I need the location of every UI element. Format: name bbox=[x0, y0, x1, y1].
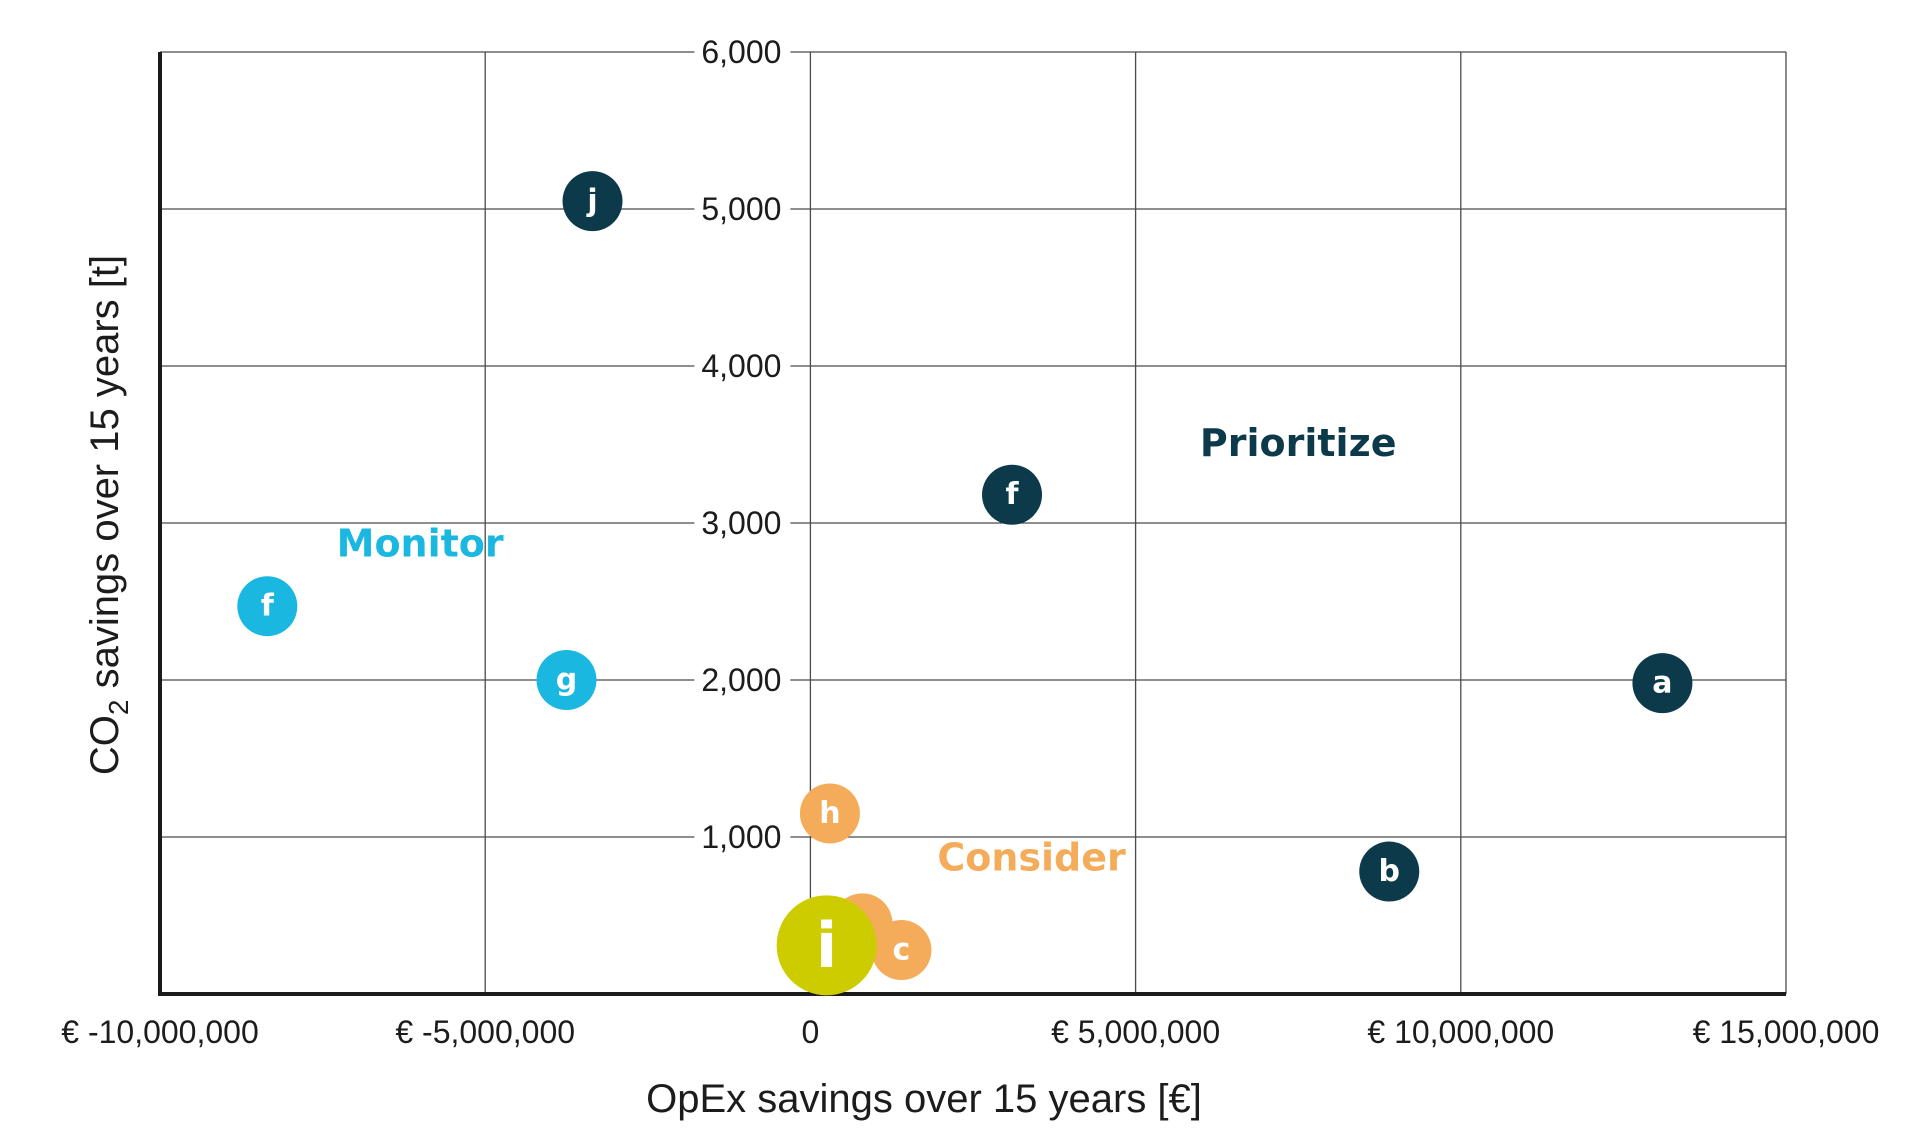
point-marker bbox=[871, 920, 932, 981]
point-label: j bbox=[586, 184, 597, 219]
data-point: f bbox=[237, 576, 298, 637]
region-label-consider: Consider bbox=[937, 835, 1126, 879]
data-point: h bbox=[799, 783, 860, 844]
point-label: h bbox=[819, 796, 840, 831]
point-label: g bbox=[556, 663, 577, 698]
point-marker bbox=[1632, 653, 1693, 714]
point-label: c bbox=[893, 933, 911, 968]
y-tick-label: 6,000 bbox=[701, 34, 781, 70]
point-label: f bbox=[261, 589, 275, 624]
data-point: j bbox=[562, 171, 623, 232]
point-label: b bbox=[1379, 854, 1400, 889]
y-axis-title-main: CO bbox=[83, 715, 127, 775]
point-marker bbox=[562, 171, 623, 232]
data-point: g bbox=[536, 650, 597, 710]
point-marker bbox=[799, 783, 860, 844]
region-labels: Prioritize Monitor Consider bbox=[337, 421, 1397, 879]
y-axis-title: CO2 savings over 15 years [t] bbox=[83, 255, 134, 775]
y-tick-label: 4,000 bbox=[701, 348, 781, 384]
data-points: j f a b f g h c i bbox=[237, 171, 1693, 996]
point-marker bbox=[237, 576, 298, 637]
point-label: f bbox=[1005, 477, 1019, 512]
y-tick-label: 3,000 bbox=[701, 505, 781, 541]
x-tick-label: € 10,000,000 bbox=[1367, 1014, 1554, 1050]
y-axis-ticks: 1,000 2,000 3,000 4,000 5,000 6,000 bbox=[701, 34, 781, 855]
data-point: f bbox=[982, 464, 1043, 525]
x-tick-label: € -10,000,000 bbox=[61, 1014, 259, 1050]
axes bbox=[158, 52, 1786, 996]
x-tick-label: 0 bbox=[802, 1014, 820, 1050]
y-axis-title-rest: savings over 15 years [t] bbox=[83, 255, 127, 700]
point-label: i bbox=[816, 909, 837, 982]
data-point: b bbox=[1359, 841, 1420, 902]
data-point: i bbox=[776, 895, 877, 996]
point-marker bbox=[1359, 841, 1420, 902]
x-tick-label: € -5,000,000 bbox=[395, 1014, 575, 1050]
point-marker bbox=[982, 464, 1043, 525]
region-label-monitor: Monitor bbox=[337, 521, 504, 565]
x-tick-label: € 15,000,000 bbox=[1693, 1014, 1880, 1050]
y-tick-label: 2,000 bbox=[701, 662, 781, 698]
y-tick-label: 5,000 bbox=[701, 191, 781, 227]
data-point: c bbox=[871, 920, 932, 981]
point-marker bbox=[536, 650, 597, 710]
y-axis-title-subscript: 2 bbox=[103, 700, 134, 716]
region-label-prioritize: Prioritize bbox=[1200, 421, 1397, 465]
x-axis-ticks: € -10,000,000 € -5,000,000 0 € 5,000,000 € 1… bbox=[61, 1014, 1879, 1050]
y-tick-label: 1,000 bbox=[701, 819, 781, 855]
x-axis-title: OpEx savings over 15 years [€] bbox=[646, 1077, 1202, 1121]
point-marker bbox=[776, 895, 877, 996]
data-point: a bbox=[1632, 653, 1693, 714]
point-label: a bbox=[1652, 666, 1672, 701]
x-tick-label: € 5,000,000 bbox=[1051, 1014, 1220, 1050]
